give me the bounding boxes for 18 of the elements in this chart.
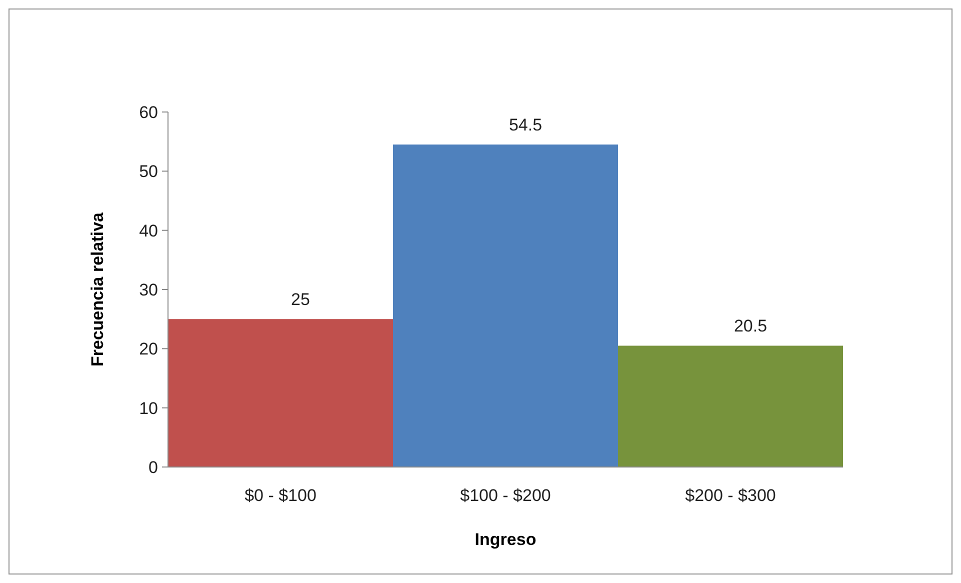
y-tick-label: 30 bbox=[139, 280, 158, 300]
data-label: 54.5 bbox=[508, 116, 542, 135]
y-axis-title: Frecuencia relativa bbox=[88, 212, 107, 367]
y-tick-label: 0 bbox=[148, 458, 158, 477]
y-tick-label: 20 bbox=[139, 340, 158, 359]
y-tick-label: 50 bbox=[139, 162, 158, 182]
y-tick-label: 40 bbox=[139, 221, 158, 240]
bar bbox=[618, 346, 843, 467]
y-tick-label: 60 bbox=[139, 102, 158, 122]
bar bbox=[393, 144, 618, 467]
y-tick-label: 10 bbox=[139, 398, 158, 418]
bar bbox=[168, 319, 393, 467]
x-tick-label: $200 - $300 bbox=[685, 486, 776, 505]
data-label: 20.5 bbox=[734, 316, 768, 336]
x-tick-label: $100 - $200 bbox=[460, 486, 551, 505]
data-label: 25 bbox=[291, 290, 310, 310]
x-tick-label: $0 - $100 bbox=[244, 486, 316, 505]
x-axis-title: Ingreso bbox=[474, 530, 536, 549]
